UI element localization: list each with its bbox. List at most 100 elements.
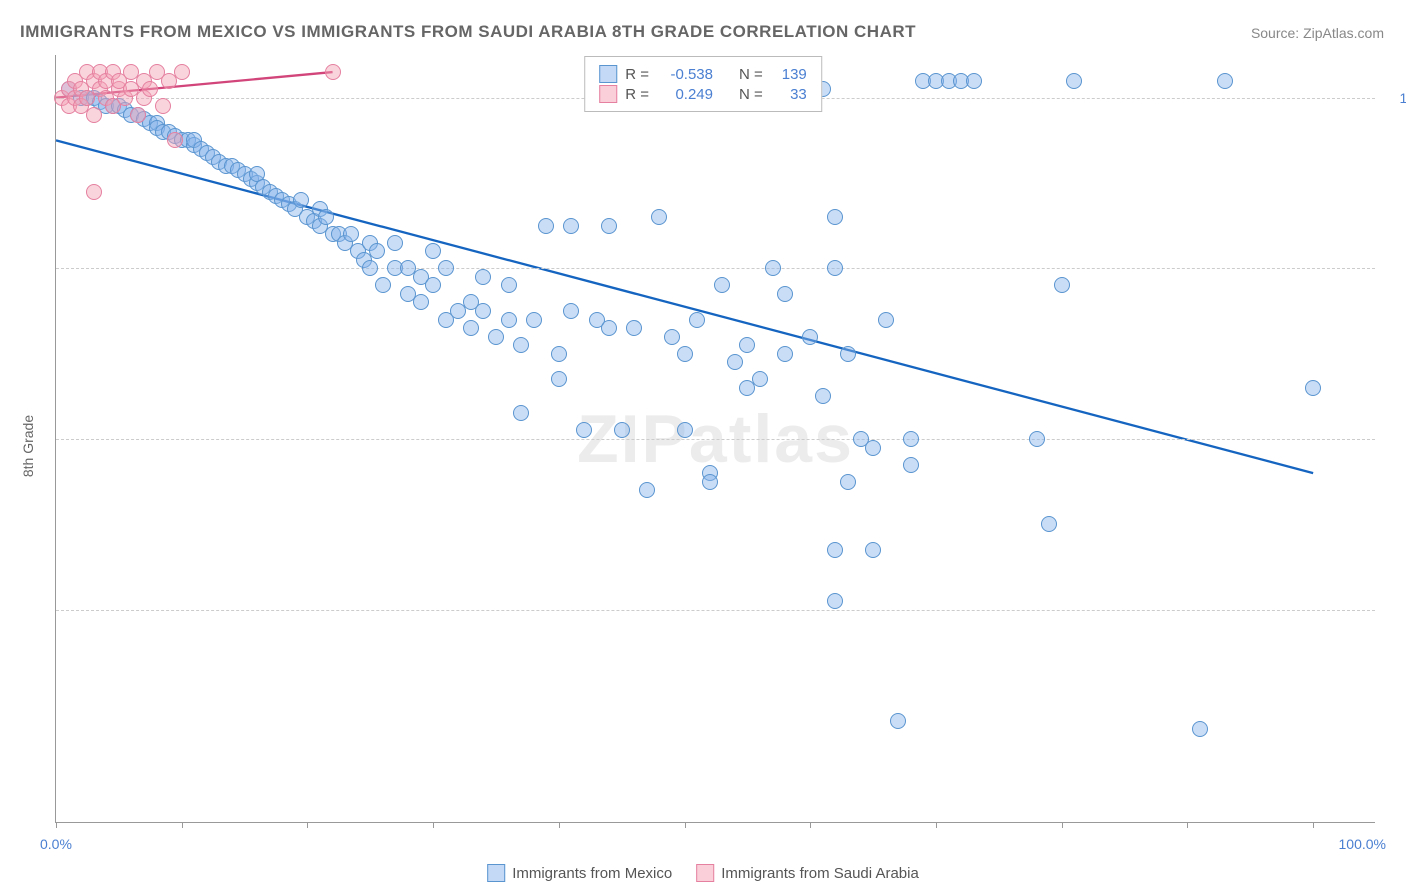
legend-swatch xyxy=(599,65,617,83)
data-point xyxy=(167,132,183,148)
data-point xyxy=(513,405,529,421)
y-tick-label: 100.0% xyxy=(1400,90,1406,106)
data-point xyxy=(777,286,793,302)
chart-title: IMMIGRANTS FROM MEXICO VS IMMIGRANTS FRO… xyxy=(20,22,916,42)
data-point xyxy=(538,218,554,234)
data-point xyxy=(1192,721,1208,737)
legend-swatch xyxy=(599,85,617,103)
data-point xyxy=(651,209,667,225)
x-tick xyxy=(307,822,308,828)
data-point xyxy=(765,260,781,276)
data-point xyxy=(878,312,894,328)
source-label: Source: xyxy=(1251,25,1303,41)
x-axis-max-label: 100.0% xyxy=(1339,836,1386,852)
data-point xyxy=(865,440,881,456)
source-link[interactable]: ZipAtlas.com xyxy=(1303,25,1384,41)
x-tick xyxy=(433,822,434,828)
source-attribution: Source: ZipAtlas.com xyxy=(1251,25,1384,41)
legend-swatch xyxy=(487,864,505,882)
data-point xyxy=(815,388,831,404)
data-point xyxy=(827,209,843,225)
data-point xyxy=(438,260,454,276)
data-point xyxy=(513,337,529,353)
data-point xyxy=(551,371,567,387)
data-point xyxy=(727,354,743,370)
x-tick xyxy=(936,822,937,828)
legend-r-value: 0.249 xyxy=(657,86,713,103)
gridline-horizontal xyxy=(56,268,1375,269)
data-point xyxy=(890,713,906,729)
legend-swatch xyxy=(696,864,714,882)
series-legend-label: Immigrants from Saudi Arabia xyxy=(721,865,919,882)
data-point xyxy=(526,312,542,328)
data-point xyxy=(475,303,491,319)
legend-n-value: 33 xyxy=(771,86,807,103)
legend-row: R = 0.249 N = 33 xyxy=(599,85,807,103)
data-point xyxy=(563,218,579,234)
data-point xyxy=(563,303,579,319)
x-tick xyxy=(685,822,686,828)
data-point xyxy=(318,209,334,225)
correlation-legend: R =-0.538N =139R =0.249N =33 xyxy=(584,56,822,112)
chart-plot-area: ZIPatlas 40.0%60.0%80.0%100.0% xyxy=(55,55,1375,823)
data-point xyxy=(777,346,793,362)
data-point xyxy=(903,457,919,473)
data-point xyxy=(375,277,391,293)
data-point xyxy=(752,371,768,387)
x-tick xyxy=(56,822,57,828)
data-point xyxy=(413,294,429,310)
x-tick xyxy=(1313,822,1314,828)
data-point xyxy=(601,218,617,234)
legend-n-label: N = xyxy=(739,86,763,103)
data-point xyxy=(86,184,102,200)
data-point xyxy=(174,64,190,80)
data-point xyxy=(86,107,102,123)
data-point xyxy=(702,474,718,490)
data-point xyxy=(827,593,843,609)
data-point xyxy=(463,320,479,336)
data-point xyxy=(664,329,680,345)
data-point xyxy=(362,260,378,276)
series-legend-item: Immigrants from Mexico xyxy=(487,864,672,882)
series-legend: Immigrants from Mexico Immigrants from Sa… xyxy=(487,864,919,882)
data-point xyxy=(903,431,919,447)
legend-r-label: R = xyxy=(625,86,649,103)
data-point xyxy=(501,277,517,293)
data-point xyxy=(626,320,642,336)
series-legend-label: Immigrants from Mexico xyxy=(512,865,672,882)
x-tick xyxy=(810,822,811,828)
data-point xyxy=(639,482,655,498)
y-axis-label: 8th Grade xyxy=(20,415,36,477)
legend-r-label: R = xyxy=(625,66,649,83)
data-point xyxy=(739,337,755,353)
data-point xyxy=(343,226,359,242)
data-point xyxy=(425,277,441,293)
data-point xyxy=(614,422,630,438)
gridline-horizontal xyxy=(56,439,1375,440)
data-point xyxy=(827,260,843,276)
data-point xyxy=(130,107,146,123)
data-point xyxy=(1305,380,1321,396)
data-point xyxy=(966,73,982,89)
legend-n-value: 139 xyxy=(771,66,807,83)
data-point xyxy=(1066,73,1082,89)
data-point xyxy=(689,312,705,328)
data-point xyxy=(677,346,693,362)
data-point xyxy=(387,235,403,251)
x-tick xyxy=(182,822,183,828)
data-point xyxy=(840,346,856,362)
legend-row: R =-0.538N =139 xyxy=(599,65,807,83)
data-point xyxy=(576,422,592,438)
data-point xyxy=(501,312,517,328)
data-point xyxy=(677,422,693,438)
legend-n-label: N = xyxy=(739,66,763,83)
gridline-horizontal xyxy=(56,610,1375,611)
x-tick xyxy=(1187,822,1188,828)
data-point xyxy=(293,192,309,208)
x-tick xyxy=(559,822,560,828)
data-point xyxy=(840,474,856,490)
x-tick xyxy=(1062,822,1063,828)
data-point xyxy=(1054,277,1070,293)
data-point xyxy=(601,320,617,336)
x-axis-min-label: 0.0% xyxy=(40,836,72,852)
